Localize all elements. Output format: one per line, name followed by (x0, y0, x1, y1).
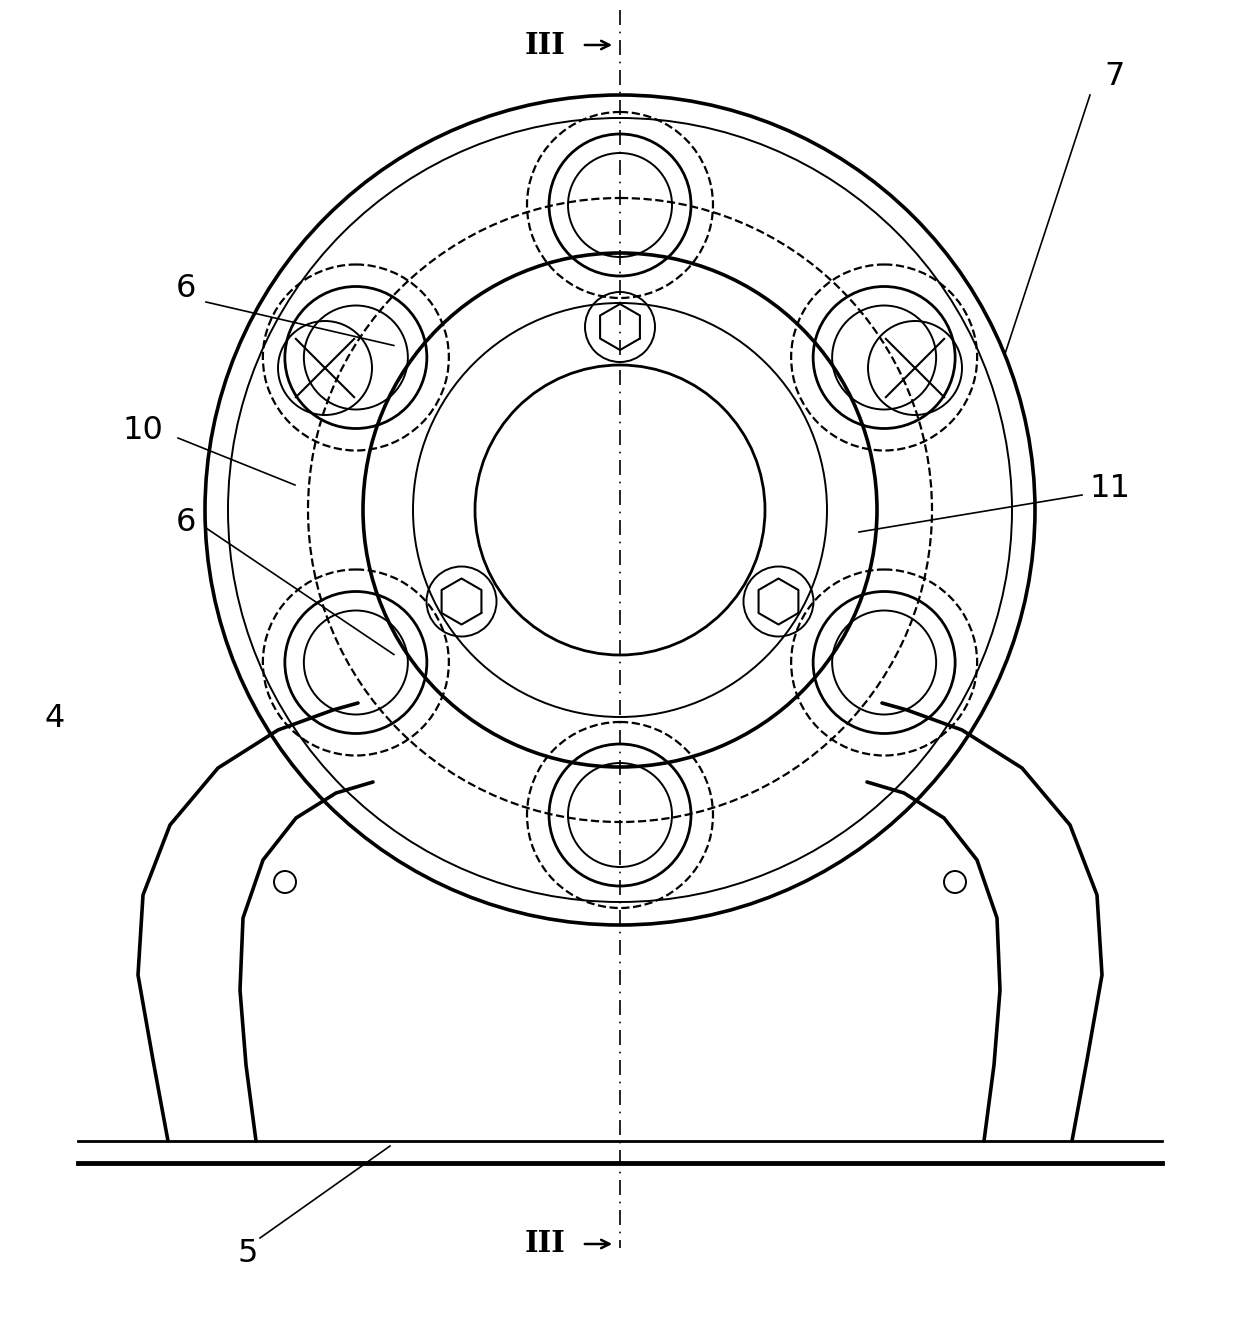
Text: 11: 11 (1090, 472, 1131, 504)
Text: 6: 6 (176, 507, 196, 537)
Text: 4: 4 (45, 703, 66, 733)
Text: 5: 5 (238, 1238, 258, 1269)
Text: III: III (525, 1229, 565, 1258)
Text: 10: 10 (123, 415, 164, 446)
Text: 6: 6 (176, 273, 196, 304)
Text: III: III (525, 30, 565, 60)
Text: 7: 7 (1105, 61, 1125, 91)
